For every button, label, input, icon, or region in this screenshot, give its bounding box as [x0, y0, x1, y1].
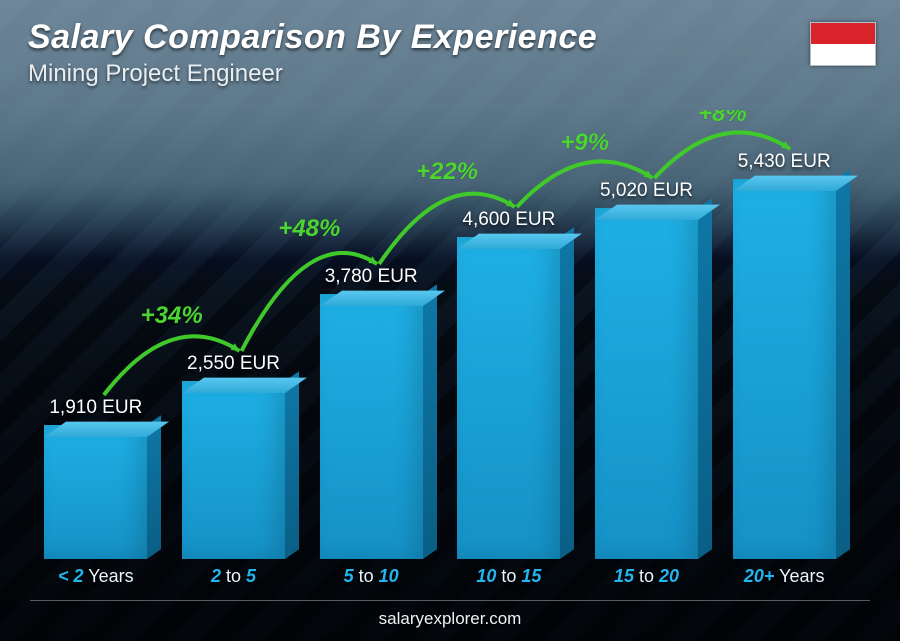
bar-category-label: 2 to 5: [174, 566, 294, 587]
bar-3: 4,600 EUR10 to 15: [449, 110, 569, 559]
bar-category-label: 5 to 10: [311, 566, 431, 587]
bar-container: 1,910 EUR< 2 Years2,550 EUR2 to 53,780 E…: [30, 110, 850, 559]
bar-front-face: [44, 425, 147, 559]
bar-top-face: [320, 291, 445, 306]
bar-front-face: [457, 237, 560, 559]
flag-bottom-stripe: [811, 44, 875, 65]
bar-0: 1,910 EUR< 2 Years: [36, 110, 156, 559]
footer-source: salaryexplorer.com: [0, 609, 900, 629]
page-subtitle: Mining Project Engineer: [28, 60, 283, 88]
bar-category-label: 20+ Years: [724, 566, 844, 587]
bar-shape: [320, 294, 423, 559]
bar-shape: [595, 208, 698, 559]
bar-front-face: [182, 381, 285, 559]
salary-bar-chart: 1,910 EUR< 2 Years2,550 EUR2 to 53,780 E…: [30, 110, 850, 559]
bar-value-label: 4,600 EUR: [462, 209, 555, 231]
bar-category-label: 15 to 20: [587, 566, 707, 587]
bar-4: 5,020 EUR15 to 20: [587, 110, 707, 559]
bar-5: 5,430 EUR20+ Years: [724, 110, 844, 559]
bar-2: 3,780 EUR5 to 10: [311, 110, 431, 559]
infographic-canvas: Salary Comparison By Experience Mining P…: [0, 0, 900, 641]
country-flag: [810, 22, 876, 66]
flag-top-stripe: [811, 23, 875, 44]
bar-value-label: 5,020 EUR: [600, 180, 693, 202]
bar-category-label: 10 to 15: [449, 566, 569, 587]
bar-side-face: [836, 169, 850, 559]
bar-shape: [44, 425, 147, 559]
bar-side-face: [698, 198, 712, 559]
bar-front-face: [595, 208, 698, 559]
bar-shape: [182, 381, 285, 559]
bar-value-label: 2,550 EUR: [187, 353, 280, 375]
bar-side-face: [285, 371, 299, 559]
bar-1: 2,550 EUR2 to 5: [174, 110, 294, 559]
bar-top-face: [733, 176, 858, 191]
bar-category-label: < 2 Years: [36, 566, 156, 587]
bar-side-face: [423, 284, 437, 559]
bar-value-label: 3,780 EUR: [325, 266, 418, 288]
bar-front-face: [320, 294, 423, 559]
bar-side-face: [147, 415, 161, 559]
footer-divider: [30, 600, 870, 601]
bar-shape: [733, 179, 836, 559]
bar-value-label: 1,910 EUR: [49, 397, 142, 419]
bar-value-label: 5,430 EUR: [738, 151, 831, 173]
bar-side-face: [560, 227, 574, 559]
bar-front-face: [733, 179, 836, 559]
bar-shape: [457, 237, 560, 559]
bar-top-face: [182, 378, 307, 393]
page-title: Salary Comparison By Experience: [28, 18, 597, 57]
